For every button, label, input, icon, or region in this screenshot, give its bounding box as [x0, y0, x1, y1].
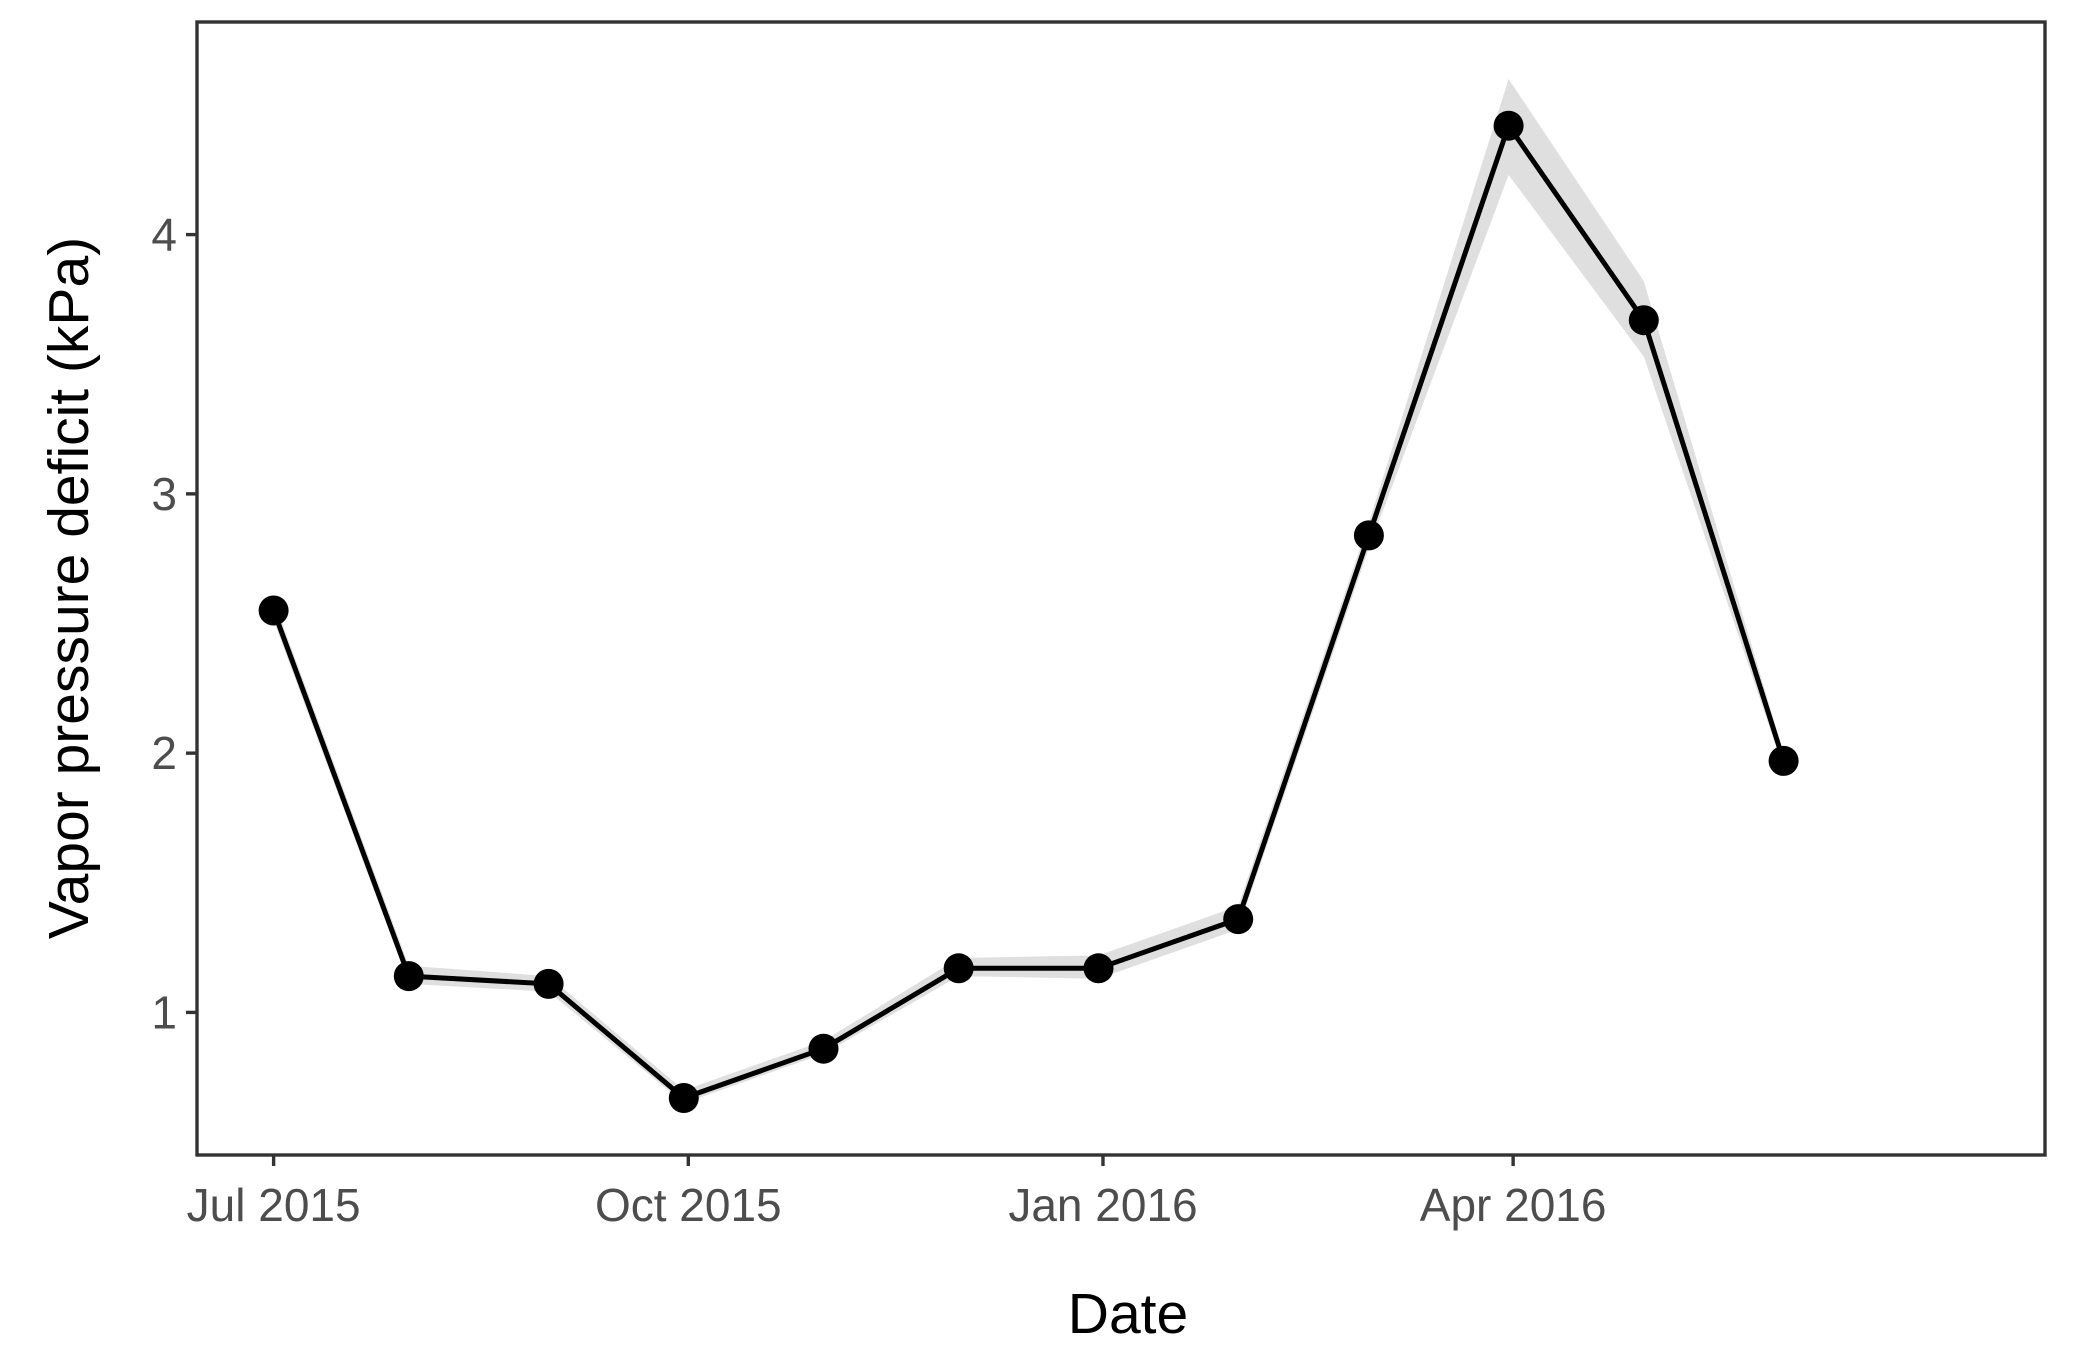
x-tick-label: Apr 2016	[1420, 1179, 1607, 1231]
x-axis: Jul 2015 Oct 2015 Jan 2016 Apr 2016	[187, 1155, 1607, 1231]
data-point	[1083, 953, 1114, 984]
data-point	[668, 1083, 699, 1113]
confidence-ribbon	[273, 79, 1784, 1104]
x-axis-title: Date	[1068, 1282, 1188, 1346]
y-tick-label: 1	[151, 986, 177, 1038]
data-point	[1223, 904, 1254, 935]
y-tick-label: 2	[151, 727, 177, 779]
data-point	[1353, 520, 1384, 551]
data-point	[1493, 110, 1524, 141]
y-tick-label: 4	[151, 209, 177, 261]
y-axis-title: Vapor pressure deficit (kPa)	[37, 237, 101, 939]
data-point	[943, 953, 974, 984]
data-point	[533, 968, 564, 999]
data-point	[393, 961, 424, 992]
x-tick-label: Oct 2015	[595, 1179, 782, 1231]
series-line	[271, 123, 1786, 1101]
x-tick-label: Jul 2015	[187, 1179, 361, 1231]
plot-panel-border	[195, 20, 2047, 1157]
confidence-ribbon-layer	[273, 79, 1784, 1104]
y-tick-label: 3	[151, 468, 177, 520]
data-points-layer	[258, 110, 1799, 1113]
x-tick-label: Jan 2016	[1008, 1179, 1197, 1231]
y-axis: 1 2 3 4	[151, 209, 197, 1038]
data-point	[1768, 745, 1799, 776]
data-point	[1628, 305, 1659, 336]
data-point	[808, 1033, 839, 1064]
data-point	[258, 595, 289, 626]
series-line-layer	[271, 123, 1786, 1101]
